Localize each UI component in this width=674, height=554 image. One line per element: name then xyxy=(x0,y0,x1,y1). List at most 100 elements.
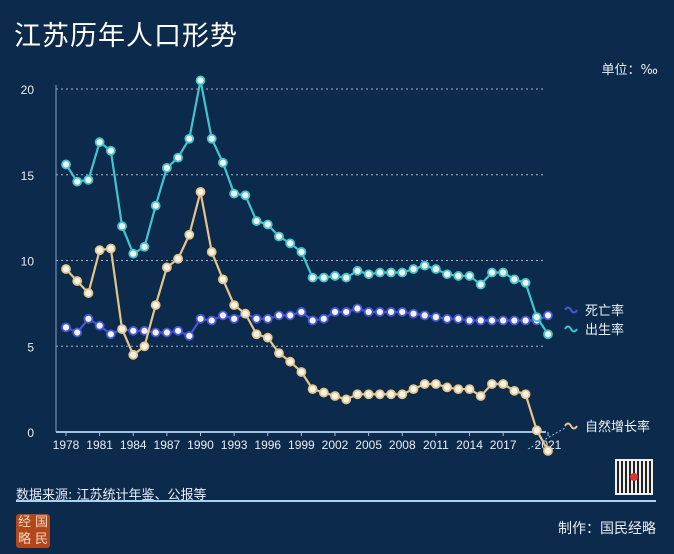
data-point-natural xyxy=(274,348,284,359)
data-point-natural xyxy=(419,379,430,389)
data-point-death xyxy=(419,310,430,321)
data-point-death xyxy=(509,315,520,326)
data-point-natural xyxy=(206,247,217,257)
data-point-natural xyxy=(94,245,105,256)
logo-seal: 经 国 略 民 xyxy=(16,514,50,548)
data-point-death xyxy=(72,327,83,338)
data-point-natural xyxy=(229,300,240,310)
data-point-death xyxy=(363,307,374,317)
data-point-natural xyxy=(218,274,228,285)
x-tick-label: 2014 xyxy=(456,438,483,452)
data-point-birth xyxy=(206,133,217,144)
data-point-natural xyxy=(184,229,195,240)
data-point-birth xyxy=(218,157,228,168)
data-point-natural xyxy=(352,389,363,400)
data-point-birth xyxy=(161,162,172,173)
data-point-natural xyxy=(72,276,83,286)
y-tick-label: 15 xyxy=(21,169,35,183)
data-point-death xyxy=(464,315,475,326)
data-point-birth xyxy=(296,247,307,257)
data-point-birth xyxy=(520,277,531,288)
data-point-birth xyxy=(251,216,262,226)
data-point-birth xyxy=(475,279,486,290)
y-tick-label: 0 xyxy=(27,426,34,440)
data-point-death xyxy=(520,315,531,326)
data-point-death xyxy=(318,313,329,324)
data-point-birth xyxy=(543,329,553,340)
data-point-death xyxy=(431,312,441,322)
data-point-birth xyxy=(61,159,71,170)
x-tick-label: 1990 xyxy=(187,438,214,452)
data-point-natural xyxy=(195,186,206,197)
data-point-death xyxy=(173,325,183,336)
series-line-birth xyxy=(65,79,549,335)
data-point-birth xyxy=(363,269,374,280)
data-point-birth xyxy=(419,260,430,271)
data-point-natural xyxy=(442,382,453,393)
data-point-death xyxy=(105,329,116,340)
data-point-natural xyxy=(431,379,441,389)
data-point-birth xyxy=(318,272,329,283)
legend-label-natural: 自然增长率 xyxy=(585,419,650,435)
data-point-death xyxy=(408,308,419,319)
data-point-death xyxy=(206,315,217,326)
seal-char: 民 xyxy=(34,532,48,547)
seal-char: 经 xyxy=(17,515,31,530)
data-point-birth xyxy=(105,145,116,156)
data-point-natural xyxy=(386,389,396,400)
series-line-death xyxy=(65,307,549,338)
data-point-birth xyxy=(83,174,94,185)
data-point-death xyxy=(453,313,464,324)
x-tick-label: 2008 xyxy=(389,438,416,452)
data-point-birth xyxy=(341,272,352,283)
data-point-natural xyxy=(363,389,374,400)
data-point-birth xyxy=(453,271,464,281)
data-point-birth xyxy=(94,137,105,148)
legend-leader-line xyxy=(527,427,566,450)
data-point-death xyxy=(442,313,453,324)
y-tick-label: 20 xyxy=(21,83,35,97)
data-point-death xyxy=(94,320,105,331)
data-point-birth xyxy=(397,267,408,278)
data-point-death xyxy=(251,313,262,324)
data-point-natural xyxy=(139,341,150,352)
data-point-death xyxy=(161,327,172,338)
data-point-birth xyxy=(330,271,340,281)
data-point-natural xyxy=(240,308,251,319)
data-point-death xyxy=(274,310,284,321)
data-point-birth xyxy=(173,152,183,163)
data-point-natural xyxy=(498,379,509,389)
data-point-natural xyxy=(61,264,71,274)
x-tick-label: 2002 xyxy=(322,438,349,452)
data-point-death xyxy=(374,307,385,317)
data-point-birth xyxy=(229,188,240,199)
legend-swatch-birth xyxy=(564,325,578,333)
x-tick-label: 2017 xyxy=(490,438,517,452)
data-point-death xyxy=(543,310,553,321)
data-point-birth xyxy=(498,267,509,278)
data-point-death xyxy=(330,307,340,317)
data-point-death xyxy=(386,307,396,317)
data-point-birth xyxy=(487,267,497,278)
data-point-natural xyxy=(296,367,307,377)
data-point-death xyxy=(296,307,307,317)
data-point-death xyxy=(184,331,195,341)
x-tick-label: 1996 xyxy=(254,438,281,452)
data-point-birth xyxy=(262,219,273,230)
data-point-death xyxy=(195,313,206,324)
data-point-death xyxy=(83,313,94,324)
data-point-natural xyxy=(397,389,408,400)
data-point-birth xyxy=(128,248,139,259)
y-tick-label: 5 xyxy=(27,340,34,354)
data-point-natural xyxy=(83,288,94,298)
data-point-death xyxy=(218,310,228,321)
data-point-birth xyxy=(509,274,520,285)
data-point-death xyxy=(262,313,273,324)
data-point-natural xyxy=(487,379,497,389)
legend-swatch-natural xyxy=(564,422,578,430)
data-point-birth xyxy=(139,241,150,252)
data-point-death xyxy=(498,315,509,326)
legend-label-birth: 出生率 xyxy=(585,322,624,338)
unit-label: 单位：‰ xyxy=(601,63,658,78)
